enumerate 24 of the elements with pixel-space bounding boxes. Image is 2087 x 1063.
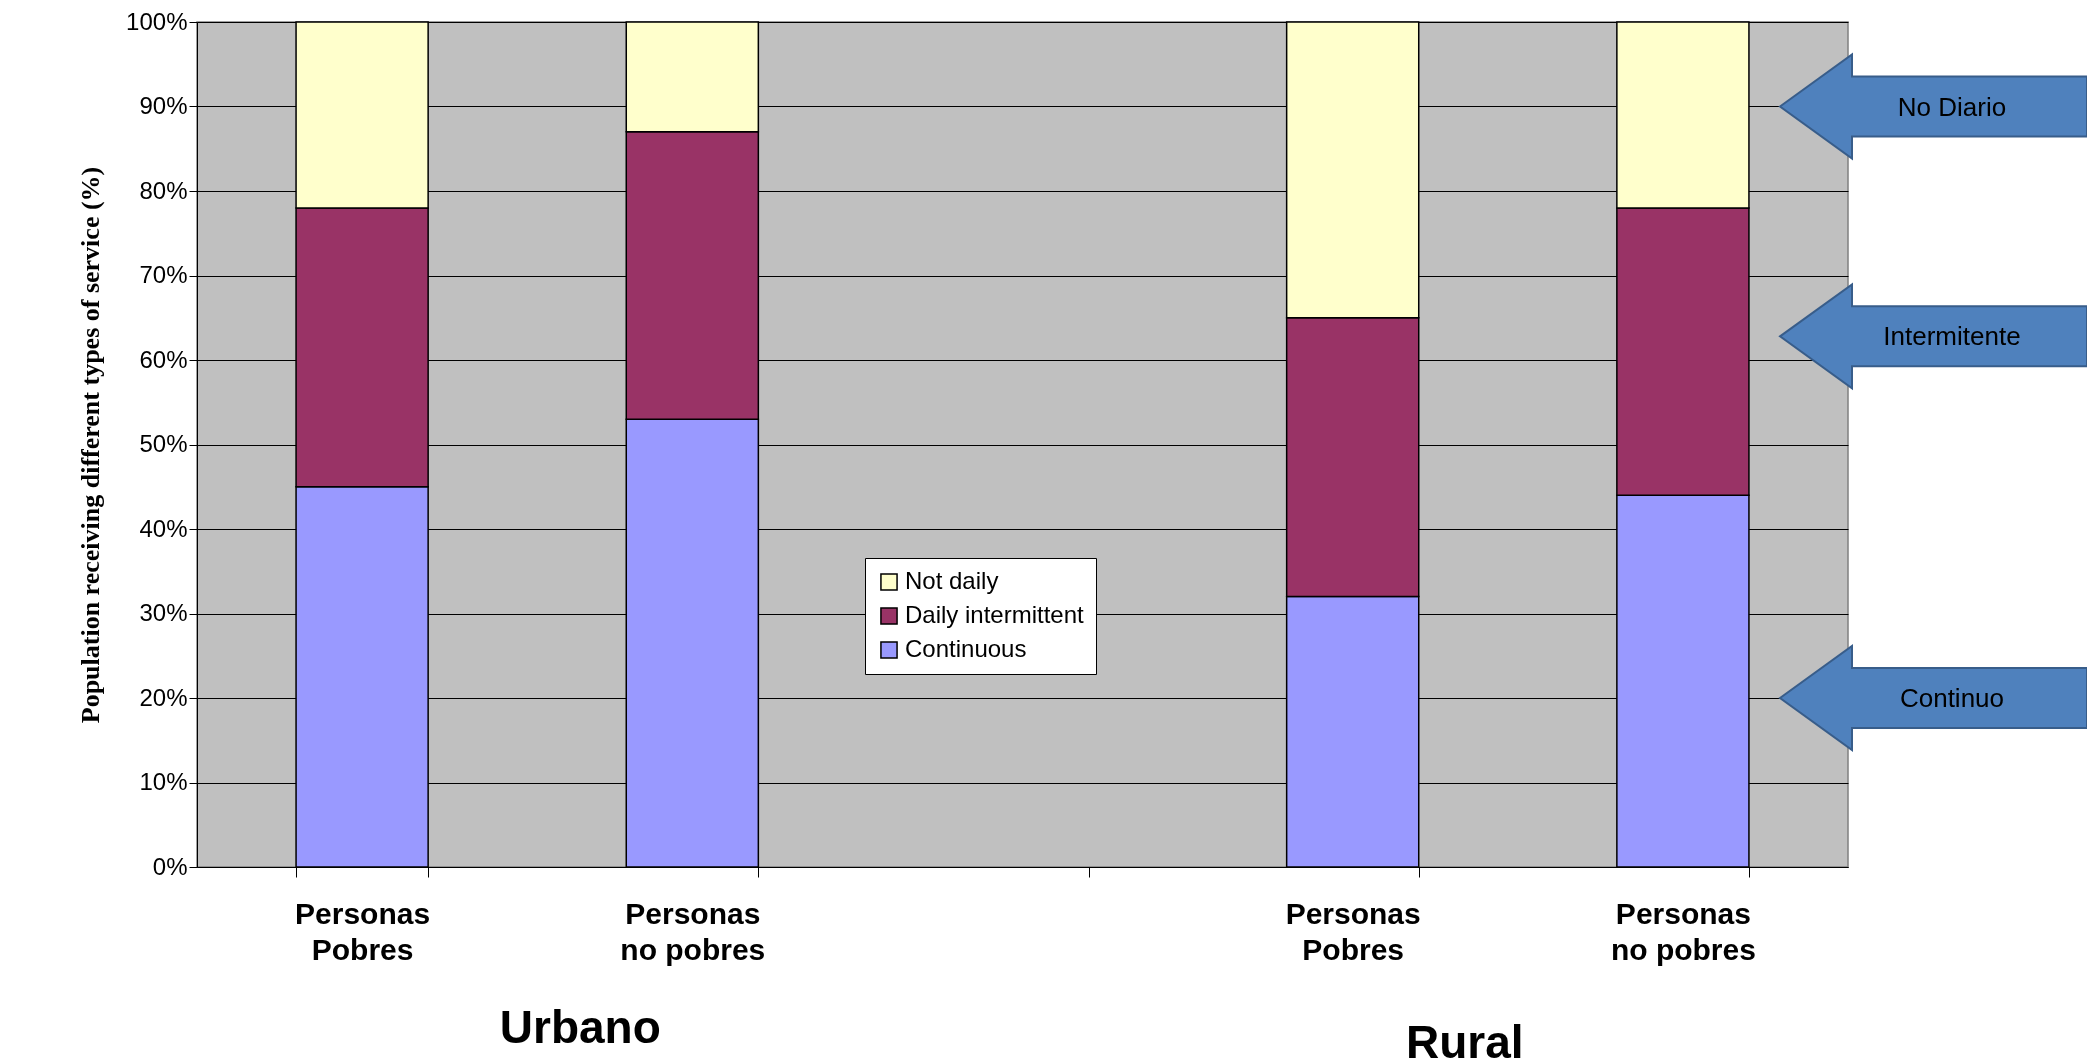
y-tick-label: 10% — [139, 768, 188, 795]
y-tick-label: 80% — [139, 176, 188, 204]
x-tick-label: Personas no pobres — [1610, 896, 1756, 966]
y-tick-label: 100% — [126, 7, 188, 35]
y-tick-label: 0% — [152, 852, 188, 880]
y-axis-title: Population receiving different types of service (%) — [76, 166, 106, 724]
legend-label: Continuous — [905, 635, 1027, 662]
y-tick-label: 90% — [139, 92, 188, 119]
text: No Diario — [1897, 91, 2007, 122]
y-tick-label: 70% — [139, 261, 188, 288]
text: Rural — [1405, 1015, 1524, 1063]
text: Urbano — [499, 1000, 661, 1054]
y-tick-label: 50% — [139, 430, 188, 457]
y-tick-label: 20% — [139, 683, 188, 711]
x-tick-label: Personas Pobres — [1285, 896, 1421, 966]
x-tick-label: Personas no pobres — [620, 896, 766, 966]
x-tick-label: Personas Pobres — [295, 896, 431, 966]
legend-label: Not daily — [905, 567, 999, 594]
legend-label: Daily intermittent — [905, 601, 1085, 628]
y-tick-label: 30% — [139, 599, 188, 626]
y-tick-label: 40% — [139, 514, 188, 542]
text: Continuo — [1899, 683, 2005, 713]
y-tick-label: 60% — [139, 345, 188, 373]
text: Intermitente — [1883, 321, 2021, 352]
